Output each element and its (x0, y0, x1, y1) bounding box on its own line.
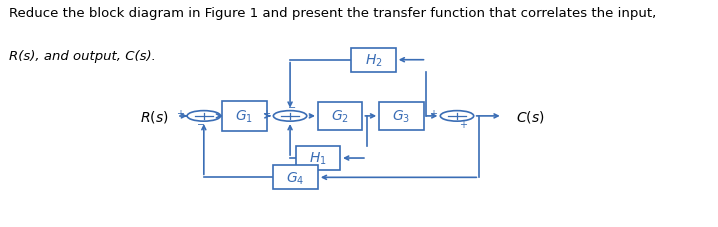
Text: −: − (197, 120, 205, 130)
FancyBboxPatch shape (274, 166, 318, 190)
Text: $C(s)$: $C(s)$ (516, 109, 545, 124)
FancyBboxPatch shape (318, 102, 363, 131)
Text: Reduce the block diagram in Figure 1 and present the transfer function that corr: Reduce the block diagram in Figure 1 and… (9, 7, 656, 20)
Text: $H_1$: $H_1$ (309, 150, 327, 166)
Text: R(s), and output, C(s).: R(s), and output, C(s). (9, 50, 157, 63)
Text: +: + (429, 109, 437, 119)
FancyBboxPatch shape (379, 102, 424, 131)
Text: $G_3$: $G_3$ (392, 108, 411, 125)
FancyBboxPatch shape (351, 49, 396, 72)
Text: $G_1$: $G_1$ (236, 108, 253, 125)
Circle shape (274, 111, 307, 122)
FancyBboxPatch shape (296, 146, 340, 170)
Text: $R(s)$: $R(s)$ (140, 109, 169, 124)
Text: −: − (288, 103, 296, 113)
Text: +: + (459, 120, 467, 130)
Text: $H_2$: $H_2$ (365, 52, 383, 69)
Circle shape (187, 111, 220, 122)
Circle shape (440, 111, 474, 122)
FancyBboxPatch shape (222, 101, 266, 131)
Text: +: + (262, 109, 270, 119)
Text: +: + (176, 109, 184, 119)
Text: $G_4$: $G_4$ (286, 169, 305, 186)
Text: $G_2$: $G_2$ (331, 108, 349, 125)
